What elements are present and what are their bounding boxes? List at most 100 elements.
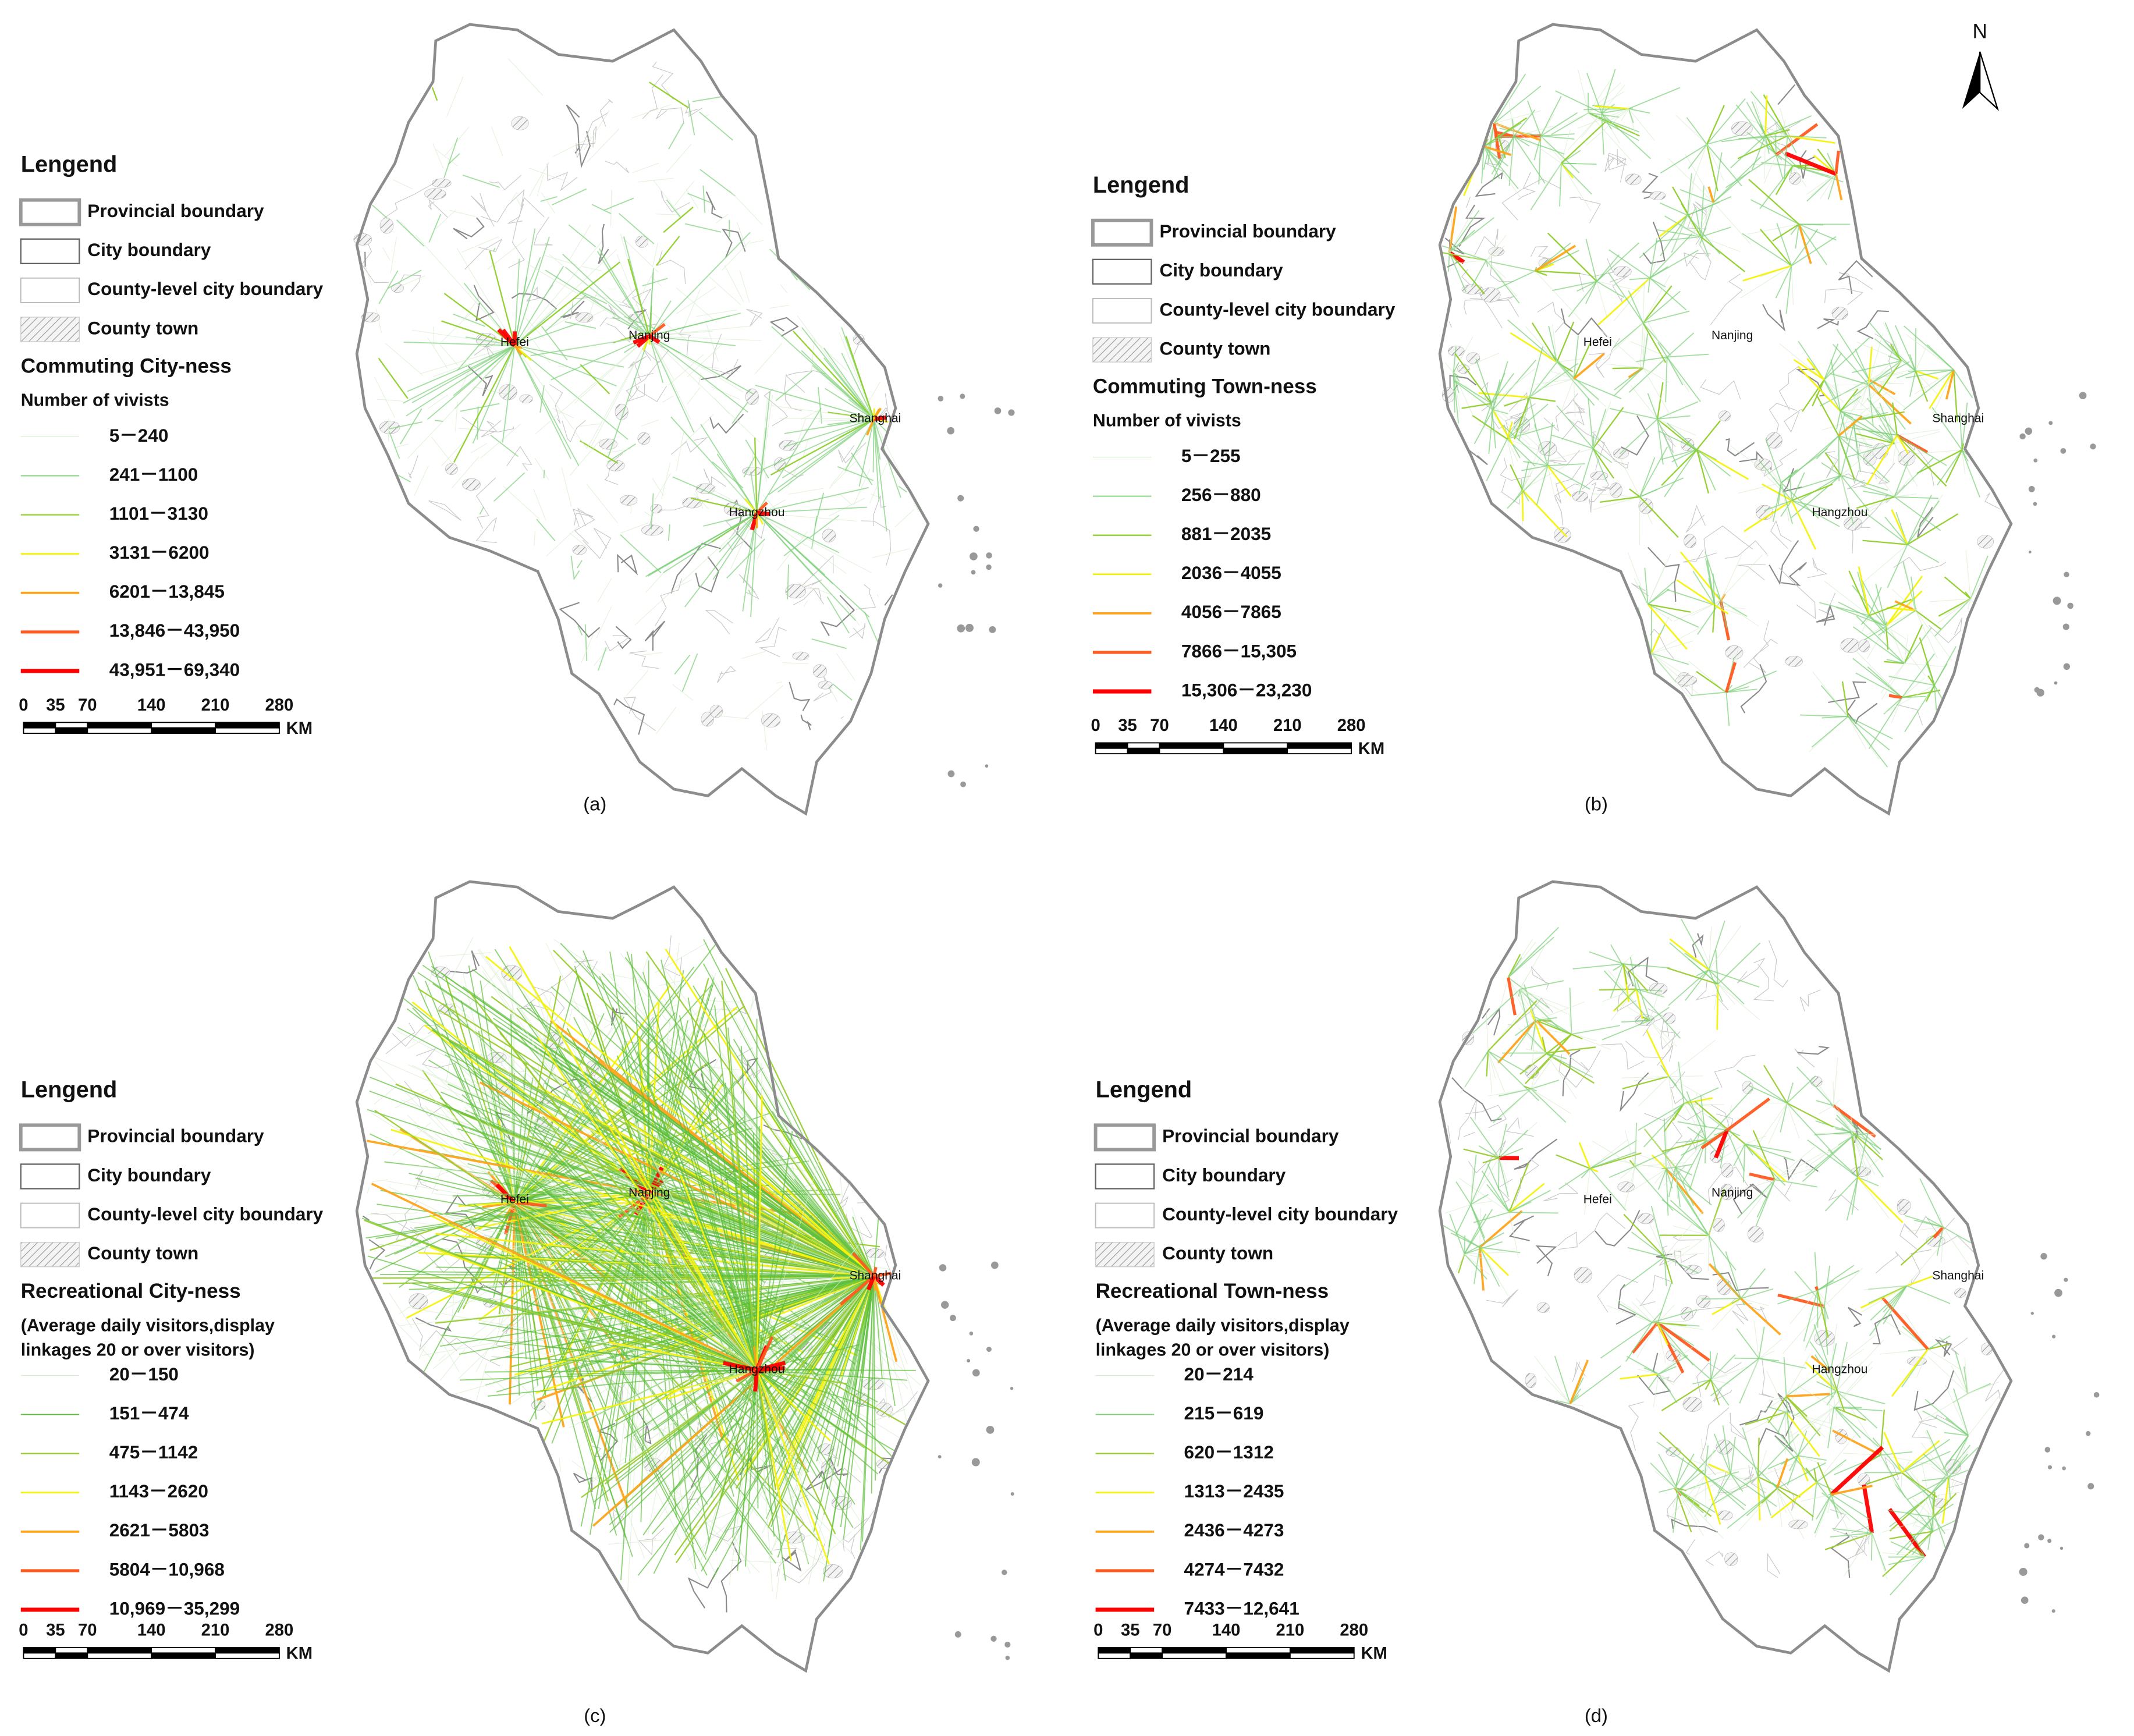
flow-line	[1538, 136, 1542, 184]
flow-line	[1513, 136, 1530, 147]
flow-line	[1668, 1076, 1677, 1087]
flow-line	[642, 972, 758, 1371]
flow-line	[1643, 367, 1670, 383]
flow-line	[1863, 490, 1895, 498]
flow-line	[784, 418, 874, 434]
flow-line	[1926, 662, 1935, 686]
flow-line	[558, 365, 566, 368]
flow-line	[803, 438, 809, 459]
scale-segment	[1098, 1647, 1131, 1654]
flow-line	[1601, 113, 1604, 155]
flow-line	[481, 965, 757, 1371]
county-boundary	[1742, 1303, 1768, 1322]
flow-line	[1657, 1322, 1666, 1364]
flow-line	[621, 236, 659, 273]
flow-line	[1835, 173, 1843, 201]
scale-tick-label: 210	[201, 696, 230, 715]
scale-segment	[1162, 1652, 1227, 1659]
flow-line	[1881, 663, 1905, 700]
flow-line	[1781, 469, 1798, 484]
flow-line	[569, 999, 613, 1024]
flow-line	[571, 1070, 875, 1277]
flow-line	[1573, 378, 1606, 407]
scale-segment	[1130, 1647, 1163, 1654]
legend-unit: linkages 20 or over visitors)	[21, 1340, 255, 1359]
flow-line	[1747, 223, 1799, 235]
flow-line	[732, 402, 748, 424]
flow-line	[840, 494, 853, 506]
flow-line	[1657, 418, 1678, 467]
county-town	[641, 524, 663, 536]
flow-line	[837, 1276, 875, 1467]
county-town	[783, 1531, 805, 1544]
flow-line	[1576, 281, 1597, 292]
scale-segment	[1289, 1647, 1355, 1654]
flow-line	[624, 957, 875, 1277]
flow-line	[565, 335, 649, 350]
county-boundary	[1784, 409, 1803, 433]
flow-line	[1600, 496, 1640, 503]
island	[971, 1458, 980, 1467]
flow-line	[651, 1388, 704, 1425]
county-boundary	[576, 126, 597, 148]
flow-line	[559, 1457, 561, 1472]
county-town	[1724, 1552, 1738, 1566]
flow-line	[1568, 1013, 1572, 1035]
flow-line	[1829, 1371, 1831, 1423]
flow-line	[1569, 1359, 1589, 1404]
flow-line	[613, 1275, 874, 1365]
flow-line	[1657, 1322, 1694, 1366]
flow-line	[1791, 236, 1837, 267]
north-label: N	[1972, 20, 1987, 42]
county-boundary	[470, 193, 495, 227]
legend-title: Lengend	[1096, 1077, 1192, 1102]
flow-line	[1860, 578, 1887, 627]
island	[2062, 623, 2069, 630]
flow-line	[869, 462, 887, 503]
flow-line	[1815, 1365, 1837, 1391]
county-boundary	[1497, 1178, 1513, 1203]
flow-line	[1487, 1000, 1538, 1052]
county-boundary	[1712, 1272, 1769, 1291]
flow-line	[431, 1029, 875, 1277]
flow-line	[1897, 435, 1947, 487]
flow-line	[709, 276, 741, 306]
flow-line	[869, 1341, 908, 1390]
flow-line	[543, 254, 577, 265]
flow-line	[594, 1369, 758, 1503]
flow-line	[1534, 244, 1576, 272]
city-label: Hangzhou	[1812, 506, 1867, 519]
flow-line	[1547, 463, 1585, 467]
flow-line	[755, 385, 874, 420]
flow-line	[1519, 980, 1564, 990]
flow-line	[1887, 606, 1916, 612]
county-boundary	[562, 420, 586, 443]
flow-line	[1704, 1474, 1731, 1518]
flow-line	[754, 437, 758, 513]
county-boundary	[1647, 546, 1680, 602]
flow-line	[1710, 1354, 1736, 1380]
flow-line	[1767, 1396, 1787, 1423]
county-boundary	[1739, 450, 1772, 470]
flow-line	[1884, 684, 1935, 713]
legend-item: Provincial boundary	[1162, 1126, 1339, 1146]
flow-line	[710, 1369, 758, 1498]
flow-line	[452, 1122, 874, 1277]
flow-line	[1970, 555, 1989, 599]
flow-line	[1664, 1252, 1705, 1258]
scale-tick-label: 0	[1093, 1621, 1103, 1640]
island	[989, 626, 996, 633]
flow-line	[564, 321, 596, 329]
flow-line	[438, 1354, 446, 1361]
flow-line	[651, 311, 689, 342]
flow-line	[692, 96, 722, 102]
county-town	[695, 483, 716, 494]
panel-label: (b)	[1585, 793, 1608, 815]
flow-line	[757, 1369, 876, 1410]
flow-line	[697, 1502, 709, 1519]
flow-line	[545, 294, 587, 332]
county-town	[709, 705, 723, 718]
flow-line	[1649, 261, 1657, 278]
legend-class: 2621－5803	[109, 1520, 210, 1540]
